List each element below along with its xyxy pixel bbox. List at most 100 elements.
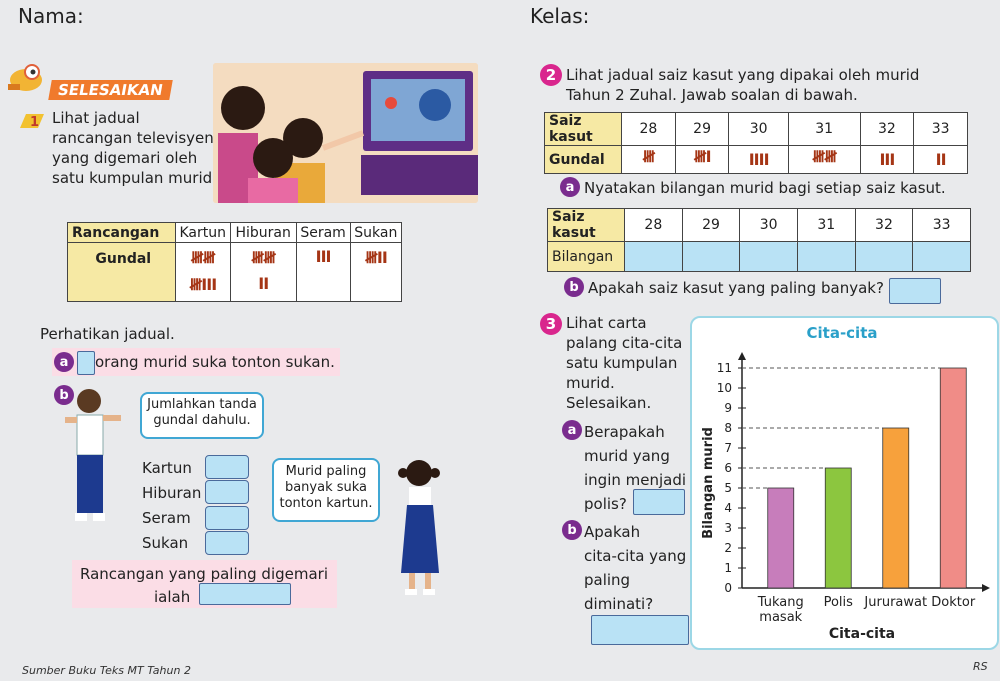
q2-count-table: Saiz kasut 28 29 30 31 32 33 Bilangan	[547, 208, 971, 272]
category-label: Doktor	[931, 595, 976, 610]
mascot-icon	[6, 62, 48, 94]
q1-a-answer-input[interactable]	[77, 351, 95, 375]
conclusion-answer-input[interactable]	[199, 583, 291, 605]
q1-tally-seram: III	[295, 242, 351, 302]
q2-b-answer-input[interactable]	[889, 278, 941, 304]
q2-t1-size-32: 32	[859, 112, 915, 146]
q1-tally-kartun: 𝍸𝍸 𝍸III	[174, 242, 231, 302]
q3-a-answer-input[interactable]	[633, 489, 685, 515]
q1-text: Lihat jadual rancangan televisyen yang d…	[52, 109, 217, 187]
chart-y-label: Bilangan murid	[701, 427, 716, 539]
q1-col-hiburan: Hiburan	[229, 222, 297, 243]
category-label: Jururawat	[863, 595, 927, 610]
q2-t2-head-label: Saiz kasut	[547, 208, 625, 242]
y-tick-label: 1	[724, 561, 732, 575]
q1-pencil-icon: 1	[18, 110, 44, 130]
y-tick-label: 6	[724, 461, 732, 475]
q2-tally-30: IIII	[728, 145, 789, 174]
category-label: Polis	[824, 595, 854, 610]
q3-b-answer-input[interactable]	[591, 615, 689, 645]
bar	[824, 467, 852, 589]
y-tick-label: 7	[724, 441, 732, 455]
y-tick-label: 3	[724, 521, 732, 535]
q1-a-letter: a	[54, 352, 74, 372]
svg-text:1: 1	[30, 115, 39, 130]
bilangan-input-33[interactable]	[912, 241, 971, 272]
hiburan-input[interactable]	[205, 480, 249, 504]
q3-number: 3	[540, 313, 562, 335]
q2-tally-32: III	[859, 145, 915, 174]
bilangan-input-31[interactable]	[796, 241, 856, 272]
q2-tally-28: 𝍸	[621, 145, 676, 174]
q3-b-letter: b	[562, 520, 582, 540]
bubble-jumlahkan: Jumlahkan tanda gundal dahulu.	[140, 392, 264, 439]
q2-t2-row-bilangan: Bilangan	[547, 241, 625, 272]
q2-t1-size-29: 29	[674, 112, 730, 146]
list-seram-label: Seram	[142, 509, 191, 527]
list-kartun-label: Kartun	[142, 459, 192, 477]
q2-t2-size-32: 32	[854, 208, 914, 242]
bar	[939, 367, 967, 589]
q1-tally-table: Rancangan Kartun Hiburan Seram Sukan Gun…	[67, 222, 403, 302]
q1-table-head-label: Rancangan	[67, 222, 176, 243]
kartun-input[interactable]	[205, 455, 249, 479]
q1-col-sukan: Sukan	[349, 222, 403, 243]
q3-text: Lihat carta palang cita-cita satu kumpul…	[566, 314, 683, 412]
bilangan-input-30[interactable]	[739, 241, 798, 272]
chart-x-label: Cita-cita	[829, 626, 895, 642]
q3-a-text: Berapakah murid yang ingin menjadi polis…	[584, 423, 687, 513]
y-tick-label: 0	[724, 581, 732, 595]
conclusion-line1: Rancangan yang paling digemari	[80, 565, 329, 583]
q1-b-letter: b	[54, 385, 74, 405]
y-tick-label: 9	[724, 401, 732, 415]
q1-a-text: orang murid suka tonton sukan.	[95, 353, 335, 371]
bar	[767, 487, 795, 589]
nama-label: Nama:	[18, 4, 84, 28]
conclusion-line2: ialah	[154, 588, 191, 606]
bilangan-input-28[interactable]	[624, 241, 683, 272]
y-tick-label: 5	[724, 481, 732, 495]
q2-tally-33: II	[913, 145, 968, 174]
girl-illustration	[395, 455, 445, 600]
list-hiburan-label: Hiburan	[142, 484, 202, 502]
q3-a-letter: a	[562, 420, 582, 440]
y-axis-arrow	[738, 352, 746, 360]
footer-initials: RS	[973, 660, 988, 673]
footer-source: Sumber Buku Teks MT Tahun 2	[22, 664, 191, 677]
q2-tally-31: 𝍸𝍸	[787, 145, 861, 174]
sukan-input[interactable]	[205, 531, 249, 555]
kelas-label: Kelas:	[530, 4, 590, 28]
category-label: masak	[759, 610, 802, 625]
y-tick-label: 2	[724, 541, 732, 555]
bubble-murid-paling: Murid paling banyak suka tonton kartun.	[272, 458, 380, 522]
q1-tally-sukan: 𝍸II	[349, 242, 403, 302]
chart-title: Cita-cita	[807, 324, 878, 342]
bilangan-input-32[interactable]	[854, 241, 914, 272]
tv-illustration	[213, 63, 478, 203]
y-tick-label: 10	[717, 381, 732, 395]
q1-col-seram: Seram	[295, 222, 351, 243]
y-tick-label: 4	[724, 501, 732, 515]
bar-chart: Cita-cita Bilangan murid Cita-cita 0 1 2 3 4…	[701, 324, 990, 642]
q2-t2-size-31: 31	[796, 208, 856, 242]
q2-t2-size-33: 33	[912, 208, 971, 242]
q2-t2-size-29: 29	[681, 208, 741, 242]
q1-row-gundal: Gundal	[67, 242, 176, 302]
y-tick-label: 8	[724, 421, 732, 435]
bilangan-input-29[interactable]	[681, 241, 741, 272]
q2-tally-29: 𝍸I	[674, 145, 730, 174]
q2-number: 2	[540, 64, 562, 86]
q1-perhatikan: Perhatikan jadual.	[40, 325, 175, 343]
q1-a-band	[52, 348, 340, 376]
boy-illustration	[65, 385, 125, 530]
q2-t2-size-30: 30	[739, 208, 798, 242]
q2-text: Lihat jadual saiz kasut yang dipakai ole…	[566, 66, 920, 104]
q2-t1-size-28: 28	[621, 112, 676, 146]
q2-tally-table: Saiz kasut 28 29 30 31 32 33 Gundal 𝍸 𝍸I…	[544, 112, 968, 174]
list-sukan-label: Sukan	[142, 534, 189, 552]
chart-box: Cita-cita Bilangan murid Cita-cita 0 1 2 3 4…	[690, 316, 999, 650]
q3-b-text: Apakah cita-cita yang paling diminati?	[584, 523, 687, 613]
x-axis-arrow	[982, 584, 990, 592]
seram-input[interactable]	[205, 506, 249, 530]
q2-t1-row-gundal: Gundal	[544, 145, 622, 174]
